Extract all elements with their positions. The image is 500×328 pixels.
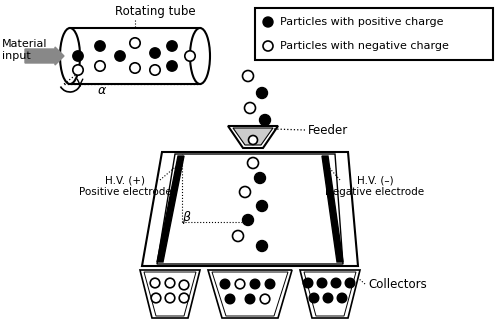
Circle shape [73,51,83,61]
Text: H.V. (+)
Positive electrode: H.V. (+) Positive electrode [78,175,172,197]
Circle shape [263,41,273,51]
Polygon shape [142,152,358,266]
Circle shape [309,293,319,303]
Circle shape [165,278,175,288]
Circle shape [73,65,83,75]
Circle shape [331,278,341,288]
Text: β: β [182,212,190,224]
Circle shape [317,278,327,288]
Polygon shape [300,270,360,318]
Circle shape [151,293,161,303]
Text: Rotating tube: Rotating tube [114,5,196,18]
Text: Feeder: Feeder [308,124,348,136]
Circle shape [235,279,245,289]
Circle shape [242,215,254,226]
Circle shape [167,41,177,51]
Circle shape [242,71,254,81]
Circle shape [245,294,255,304]
Circle shape [337,293,347,303]
Circle shape [263,17,273,27]
Circle shape [179,293,189,303]
Circle shape [179,280,189,290]
Circle shape [248,157,258,169]
Ellipse shape [190,28,210,84]
Circle shape [260,114,270,126]
Circle shape [150,65,160,75]
Circle shape [150,278,160,288]
Text: Material
input: Material input [2,39,48,61]
Circle shape [95,61,105,71]
Circle shape [345,278,355,288]
Polygon shape [304,272,356,316]
Circle shape [165,293,175,303]
Polygon shape [140,270,200,318]
Circle shape [260,294,270,304]
Polygon shape [157,156,184,262]
Polygon shape [233,128,273,145]
Circle shape [150,48,160,58]
Text: Particles with positive charge: Particles with positive charge [280,17,444,27]
Circle shape [225,294,235,304]
Circle shape [248,135,258,145]
FancyArrow shape [25,47,64,65]
Circle shape [95,41,105,51]
Circle shape [323,293,333,303]
Text: H.V. (–)
Negative electrode: H.V. (–) Negative electrode [326,175,424,197]
Bar [255,8,493,60]
Circle shape [256,240,268,252]
Circle shape [130,63,140,73]
Polygon shape [212,272,288,316]
Text: α: α [98,85,106,97]
Circle shape [256,88,268,98]
Polygon shape [144,272,196,316]
Circle shape [232,231,243,241]
Polygon shape [228,126,278,148]
Circle shape [254,173,266,183]
Circle shape [256,200,268,212]
Circle shape [130,38,140,48]
Polygon shape [157,154,343,264]
Circle shape [220,279,230,289]
Polygon shape [208,270,292,318]
Circle shape [115,51,125,61]
Circle shape [185,51,195,61]
Text: Collectors: Collectors [368,277,427,291]
Text: Particles with negative charge: Particles with negative charge [280,41,449,51]
Bar [70,28,200,84]
Circle shape [244,102,256,113]
Circle shape [167,61,177,71]
Circle shape [303,278,313,288]
Polygon shape [322,156,343,262]
Circle shape [250,279,260,289]
Ellipse shape [60,28,80,84]
Circle shape [265,279,275,289]
Circle shape [240,187,250,197]
